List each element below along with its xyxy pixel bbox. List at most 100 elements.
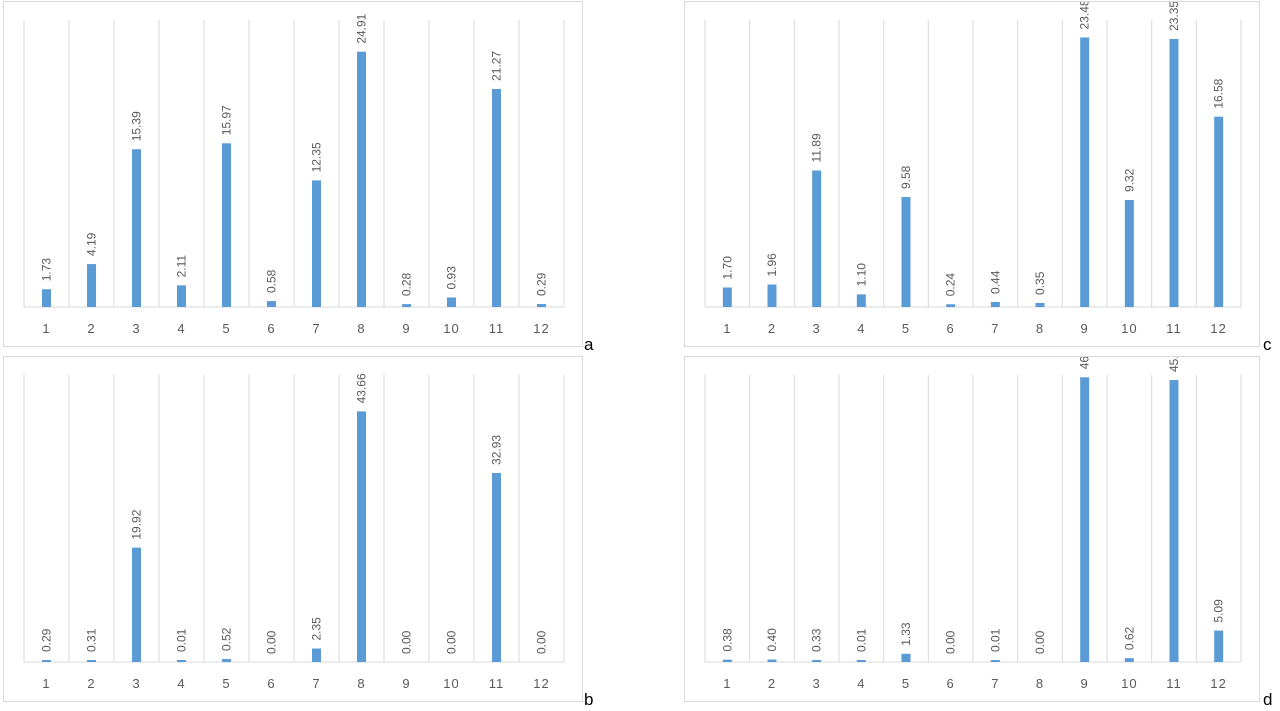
bar [177, 660, 186, 662]
x-tick-label: 10 [443, 321, 459, 336]
x-tick-label: 11 [1166, 321, 1182, 336]
bar [42, 660, 51, 662]
bar [402, 304, 411, 307]
bar [1169, 38, 1179, 307]
data-label: 0.93 [445, 266, 459, 290]
data-label: 0.58 [265, 269, 279, 293]
data-label: 0.00 [944, 630, 958, 654]
bar [1124, 658, 1134, 662]
x-tick-label: 12 [533, 676, 549, 691]
x-tick-label: 11 [1166, 676, 1182, 691]
x-tick-label: 4 [857, 676, 865, 691]
bar [42, 289, 51, 307]
x-tick-label: 1 [42, 676, 50, 691]
data-label: 11.89 [810, 133, 824, 162]
data-label: 0.00 [1033, 630, 1047, 654]
data-label: 0.01 [854, 628, 868, 652]
data-label: 16.58 [1212, 78, 1226, 108]
bar [1124, 200, 1134, 307]
bar [946, 304, 956, 307]
bar [1080, 37, 1090, 308]
data-label: 23.35 [1167, 2, 1181, 31]
x-tick-label: 3 [132, 676, 140, 691]
data-label: 0.38 [720, 628, 734, 652]
bar-chart-b: 0.29 1 0.31 2 19.92 3 0.01 4 0.52 5 0.00 6 2.35 7 43.6… [23, 373, 565, 691]
bar [357, 411, 366, 662]
data-label: 0.00 [445, 630, 459, 654]
data-label: 1.73 [40, 258, 54, 282]
data-label: 0.28 [400, 272, 414, 296]
x-tick-label: 4 [177, 676, 185, 691]
data-label: 9.58 [899, 165, 913, 189]
x-tick-label: 7 [991, 676, 999, 691]
bar [132, 149, 141, 307]
bar-chart-d: 0.38 1 0.40 2 0.33 3 0.01 4 1.33 5 0.00 6 0.01 7 0.00 8… [704, 357, 1242, 691]
x-tick-label: 1 [42, 321, 50, 336]
x-tick-label: 2 [768, 676, 776, 691]
bar [492, 472, 501, 662]
data-label: 21.27 [490, 51, 504, 81]
data-label: 5.09 [1212, 599, 1226, 623]
data-label: 0.52 [220, 627, 234, 651]
data-label: 23.48 [1078, 2, 1092, 29]
x-tick-label: 7 [312, 321, 320, 336]
bar [767, 284, 777, 307]
x-tick-label: 3 [813, 676, 821, 691]
x-tick-label: 8 [1036, 676, 1044, 691]
x-tick-label: 12 [1210, 676, 1226, 691]
chart-panel-a: 1.73 1 4.19 2 15.39 3 2.11 4 15.97 5 0.58 6 12.35 7 24… [3, 1, 583, 347]
x-tick-label: 4 [857, 321, 865, 336]
bar [87, 660, 96, 662]
data-label: 0.29 [40, 628, 54, 652]
bar [812, 659, 822, 662]
x-tick-label: 6 [267, 321, 275, 336]
bar [222, 143, 231, 307]
bar [1214, 116, 1224, 308]
data-label: 0.35 [1033, 271, 1047, 295]
x-tick-label: 6 [947, 676, 955, 691]
data-label: 0.00 [265, 630, 279, 654]
panel-label-b: b [584, 690, 594, 709]
data-label: 9.32 [1122, 168, 1136, 192]
x-tick-label: 5 [222, 676, 230, 691]
bar [222, 659, 231, 662]
data-label: 24.91 [355, 13, 369, 43]
bar [312, 648, 321, 662]
x-tick-label: 10 [443, 676, 459, 691]
bar [990, 660, 1000, 662]
data-label: 1.33 [899, 622, 913, 646]
bar [537, 304, 546, 307]
data-label: 1.10 [854, 263, 868, 287]
data-label: 4.19 [85, 232, 99, 256]
bar [901, 197, 911, 307]
bar [492, 88, 501, 307]
data-label: 0.01 [175, 628, 189, 652]
data-label: 15.97 [220, 105, 234, 135]
panel-label-a: a [584, 335, 594, 354]
x-tick-label: 8 [357, 321, 365, 336]
bar [1080, 377, 1090, 662]
data-label: 0.33 [810, 628, 824, 652]
x-tick-label: 2 [87, 676, 95, 691]
bar [767, 659, 777, 662]
bar [357, 51, 366, 307]
x-tick-label: 10 [1121, 676, 1137, 691]
chart-panel-d: 0.38 1 0.40 2 0.33 3 0.01 4 1.33 5 0.00 6 0.01 7 0.00 8… [684, 356, 1260, 702]
bar [990, 301, 1000, 307]
x-tick-label: 8 [357, 676, 365, 691]
bar [87, 264, 96, 307]
x-tick-label: 7 [991, 321, 999, 336]
x-tick-label: 12 [533, 321, 549, 336]
data-label: 1.96 [765, 253, 779, 277]
bar [812, 170, 822, 307]
bar [267, 301, 276, 307]
bar [1214, 630, 1224, 662]
x-tick-label: 1 [723, 676, 731, 691]
x-tick-label: 4 [177, 321, 185, 336]
data-label: 0.44 [988, 270, 1002, 294]
x-tick-label: 3 [132, 321, 140, 336]
x-tick-label: 6 [267, 676, 275, 691]
data-label: 0.31 [85, 628, 99, 652]
chart-panel-b: 0.29 1 0.31 2 19.92 3 0.01 4 0.52 5 0.00 6 2.35 7 43.6… [3, 356, 583, 702]
data-label: 45.69 [1167, 357, 1181, 372]
